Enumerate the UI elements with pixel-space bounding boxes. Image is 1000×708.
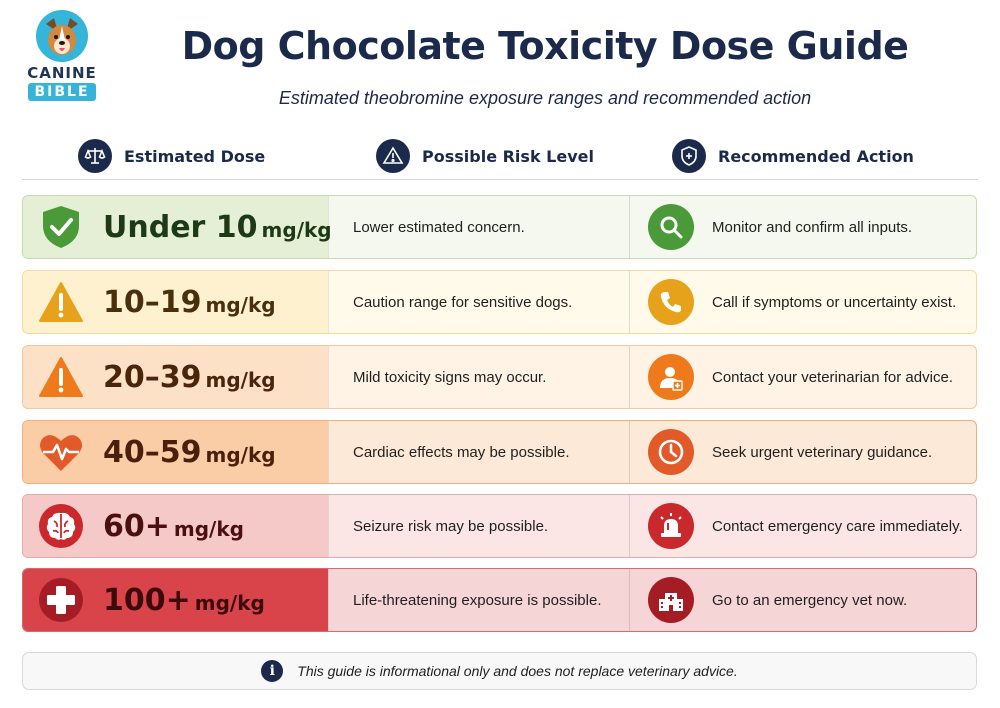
dose-value: 10–19 mg/kg (103, 284, 276, 320)
shield-check-icon (37, 203, 85, 251)
action-text: Call if symptoms or uncertainty exist. (712, 293, 957, 311)
vet-person-icon (648, 354, 694, 400)
action-cell: Contact your veterinarian for advice. (629, 346, 976, 408)
header-divider (22, 179, 978, 180)
dose-cell: Under 10 mg/kg (23, 196, 332, 258)
risk-level-text: Seizure risk may be possible. (328, 495, 629, 557)
clock-icon (648, 429, 694, 475)
page-subtitle: Estimated theobromine exposure ranges an… (278, 88, 812, 108)
action-cell: Call if symptoms or uncertainty exist. (629, 271, 976, 333)
brand-name-line1: CANINE (27, 64, 97, 82)
brand-logo: CANINE BIBLE (20, 10, 104, 101)
action-cell: Monitor and confirm all inputs. (629, 196, 976, 258)
dose-value: 60+ mg/kg (103, 508, 244, 544)
column-header-label: Recommended Action (718, 146, 914, 166)
column-header-label: Possible Risk Level (422, 146, 594, 166)
siren-icon (648, 503, 694, 549)
column-header-risk: Possible Risk Level (376, 137, 594, 175)
column-header-label: Estimated Dose (124, 146, 266, 166)
magnifier-icon (648, 204, 694, 250)
risk-level-text: Cardiac effects may be possible. (328, 421, 629, 483)
action-text: Seek urgent veterinary guidance. (712, 443, 933, 461)
dose-value: 100+ mg/kg (103, 582, 265, 618)
risk-level-text: Mild toxicity signs may occur. (328, 346, 629, 408)
action-text: Go to an emergency vet now. (712, 591, 908, 609)
dose-cell: 10–19 mg/kg (23, 271, 328, 333)
medical-cross-icon (37, 576, 85, 624)
action-text: Contact your veterinarian for advice. (712, 368, 953, 386)
dose-row-60-plus: 60+ mg/kg Seizure risk may be possible. C… (22, 494, 977, 558)
dose-value: Under 10 mg/kg (103, 209, 332, 245)
scale-icon (78, 139, 112, 173)
risk-level-text: Caution range for sensitive dogs. (328, 271, 629, 333)
dose-cell: 60+ mg/kg (23, 495, 328, 557)
disclaimer-footer: i This guide is informational only and d… (22, 652, 977, 690)
dose-cell: 20–39 mg/kg (23, 346, 328, 408)
dose-row-10-19: 10–19 mg/kg Caution range for sensitive d… (22, 270, 977, 334)
risk-level-text: Life-threatening exposure is possible. (328, 569, 629, 631)
warning-icon (376, 139, 410, 173)
dog-mascot-icon (36, 10, 88, 62)
page-title: Dog Chocolate Toxicity Dose Guide (181, 24, 909, 68)
action-cell: Seek urgent veterinary guidance. (629, 421, 976, 483)
column-header-dose: Estimated Dose (78, 137, 265, 175)
disclaimer-text: This guide is informational only and doe… (297, 663, 738, 679)
hospital-icon (648, 577, 694, 623)
action-cell: Contact emergency care immediately. (629, 495, 976, 557)
dose-row-20-39: 20–39 mg/kg Mild toxicity signs may occur… (22, 345, 977, 409)
heartbeat-icon (37, 428, 85, 476)
info-icon: i (261, 660, 284, 682)
dose-row-under-10: Under 10 mg/kg Lower estimated concern. M… (22, 195, 977, 259)
dose-row-40-59: 40–59 mg/kg Cardiac effects may be possib… (22, 420, 977, 484)
dose-row-100-plus: 100+ mg/kg Life-threatening exposure is p… (22, 568, 977, 632)
dose-value: 20–39 mg/kg (103, 359, 276, 395)
dose-value: 40–59 mg/kg (103, 434, 276, 470)
dose-cell: 40–59 mg/kg (23, 421, 328, 483)
phone-icon (648, 279, 694, 325)
warning-icon (37, 353, 85, 401)
brain-icon (37, 502, 85, 550)
column-header-action: Recommended Action (672, 137, 914, 175)
action-text: Monitor and confirm all inputs. (712, 218, 913, 236)
action-cell: Go to an emergency vet now. (629, 569, 976, 631)
warning-icon (37, 278, 85, 326)
brand-name-line2: BIBLE (28, 83, 96, 101)
action-text: Contact emergency care immediately. (712, 517, 963, 535)
dose-cell: 100+ mg/kg (23, 569, 328, 631)
risk-level-text: Lower estimated concern. (328, 196, 629, 258)
shield-plus-icon (672, 139, 706, 173)
